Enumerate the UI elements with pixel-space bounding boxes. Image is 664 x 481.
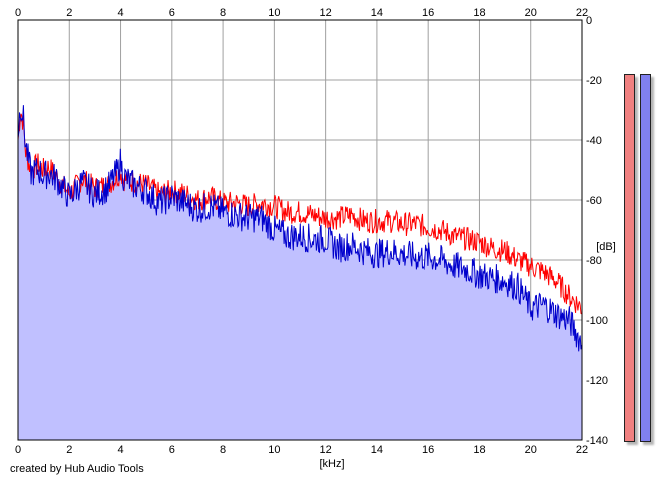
x-tick-label-top: 8	[220, 7, 226, 19]
x-tick-label-top: 20	[525, 7, 537, 19]
y-tick-label: -80	[586, 255, 602, 267]
x-tick-label-bottom: 12	[320, 444, 332, 456]
red-channel-line	[17, 113, 582, 315]
x-tick-label-top: 22	[576, 7, 588, 19]
x-tick-labels-bottom: 0 2 4 6 8 10 12 14 16 18 20 22	[15, 444, 588, 456]
x-tick-label-top: 18	[473, 7, 485, 19]
x-tick-labels-top: 0 2 4 6 8 10 12 14 16 18 20 22	[15, 7, 588, 19]
y-tick-label: -140	[586, 435, 608, 447]
x-tick-label-bottom: 0	[15, 444, 21, 456]
series-lines	[17, 105, 583, 352]
credit-text: created by Hub Audio Tools	[10, 463, 144, 475]
x-tick-label-top: 10	[268, 7, 280, 19]
x-tick-label-top: 4	[117, 7, 123, 19]
x-tick-label-top: 0	[15, 7, 21, 19]
x-tick-label-bottom: 8	[220, 444, 226, 456]
x-tick-label-bottom: 2	[66, 444, 72, 456]
y-tick-labels: 0 -20 -40 -60 -80 -100 -120 -140	[586, 15, 608, 447]
y-axis-label: [dB]	[596, 241, 616, 253]
left-channel-meter	[624, 74, 635, 442]
x-tick-label-top: 2	[66, 7, 72, 19]
blue-channel-line	[17, 105, 583, 352]
y-tick-label: -100	[586, 315, 608, 327]
x-tick-label-bottom: 4	[117, 444, 123, 456]
x-tick-label-top: 12	[320, 7, 332, 19]
y-tick-label: -40	[586, 135, 602, 147]
y-tick-label: -120	[586, 375, 608, 387]
x-tick-label-bottom: 10	[268, 444, 280, 456]
x-tick-label-bottom: 6	[169, 444, 175, 456]
y-tick-label: -20	[586, 75, 602, 87]
spectrum-area	[18, 105, 582, 440]
x-tick-label-bottom: 22	[576, 444, 588, 456]
x-tick-label-bottom: 18	[473, 444, 485, 456]
x-tick-label-top: 6	[169, 7, 175, 19]
x-tick-label-bottom: 14	[371, 444, 383, 456]
x-axis-label: [kHz]	[319, 458, 344, 470]
x-tick-label-top: 14	[371, 7, 383, 19]
x-tick-label-bottom: 16	[422, 444, 434, 456]
y-tick-label: -60	[586, 195, 602, 207]
plot-border	[17, 19, 583, 441]
right-channel-meter	[640, 74, 651, 442]
x-tick-label-bottom: 20	[525, 444, 537, 456]
x-tick-label-top: 16	[422, 7, 434, 19]
y-tick-label: 0	[586, 15, 592, 27]
spectrum-area-fill	[18, 105, 582, 440]
